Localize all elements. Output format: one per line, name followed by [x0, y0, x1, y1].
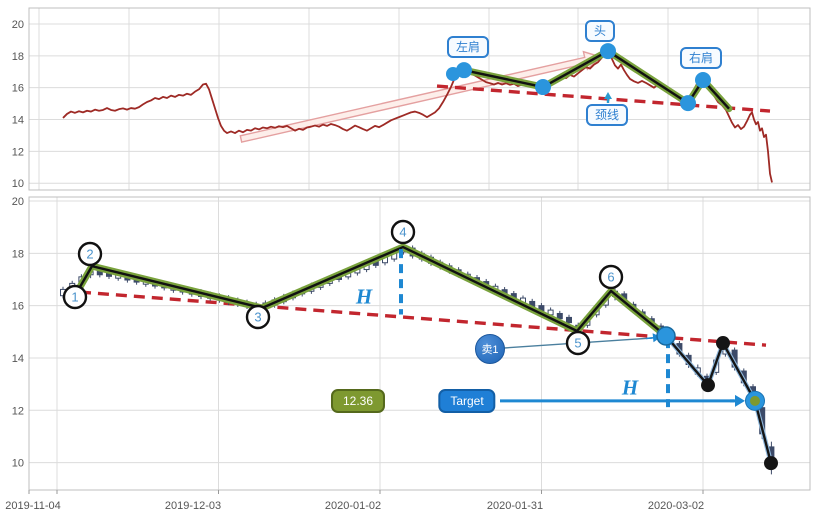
y-tick-label: 16	[12, 301, 24, 313]
pivot-number-text: 5	[574, 336, 581, 351]
pivot-number-circle	[245, 304, 271, 330]
pivot-marker	[456, 62, 472, 79]
x-axis-date-label: 2020-01-02	[325, 500, 381, 512]
pivot-marker	[680, 95, 696, 112]
neckline-label[interactable]: 颈线	[585, 104, 629, 126]
pivot-number-circle	[77, 241, 103, 267]
breakdown-dot	[716, 336, 730, 351]
pivot-number-text: 1	[71, 290, 78, 305]
y-tick-label: 10	[12, 458, 24, 470]
pivot-marker	[695, 72, 711, 89]
left-shoulder-label[interactable]: 左肩	[446, 36, 490, 58]
pivot-number-circle	[565, 330, 591, 356]
y-tick-label: 12	[12, 405, 24, 417]
right-shoulder-label[interactable]: 右肩	[679, 47, 723, 69]
target-point-inner	[750, 395, 760, 406]
y-tick-label: 10	[12, 178, 24, 190]
pivot-number-circle	[390, 219, 416, 245]
trend-arrow-up	[239, 50, 603, 143]
pivot-marker	[600, 43, 616, 60]
target-price-label[interactable]: 12.36	[330, 389, 386, 413]
pivot-number-text: 3	[254, 310, 261, 325]
y-tick-label: 20	[12, 196, 24, 208]
x-axis-date-label: 2020-01-31	[487, 500, 543, 512]
zigzag-core-bottom	[74, 245, 667, 337]
x-axis-date-label: 2020-03-02	[648, 500, 704, 512]
y-tick-label: 16	[12, 83, 24, 95]
pivot-number-text: 4	[399, 225, 406, 240]
sell-point-marker	[656, 326, 676, 346]
pivot-number-text: 6	[607, 270, 614, 285]
panel-border	[28, 7, 811, 191]
neckline-pointer-arrowhead	[604, 92, 612, 99]
pivot-number-circle	[62, 284, 88, 310]
pivot-marker	[535, 79, 551, 96]
y-tick-label: 18	[12, 248, 24, 260]
trendline-dashed	[79, 290, 767, 347]
height-measure-h1: H	[355, 284, 373, 309]
target-label[interactable]: Target	[438, 389, 496, 413]
pivot-number-circle	[598, 264, 624, 290]
head-label[interactable]: 头	[584, 20, 616, 42]
candle-body	[566, 316, 572, 324]
breakdown-dot	[764, 456, 778, 471]
y-tick-label: 14	[12, 115, 24, 127]
breakdown-dot	[701, 378, 715, 393]
target-arrowhead	[730, 394, 745, 407]
sell-1-badge[interactable]: 卖1	[475, 334, 505, 364]
y-tick-label: 20	[12, 19, 24, 31]
panel-border	[28, 196, 811, 491]
neckline-dashed	[436, 84, 771, 113]
y-tick-label: 12	[12, 146, 24, 158]
x-axis-date-label: 2019-12-03	[165, 500, 221, 512]
pivot-number-text: 2	[86, 247, 93, 262]
height-measure-h2: H	[621, 375, 639, 400]
price-line	[62, 50, 773, 183]
y-tick-label: 14	[12, 353, 24, 365]
candle-body	[556, 312, 563, 320]
x-axis-date-label: 2019-11-04	[5, 500, 60, 512]
y-tick-label: 18	[12, 51, 24, 63]
